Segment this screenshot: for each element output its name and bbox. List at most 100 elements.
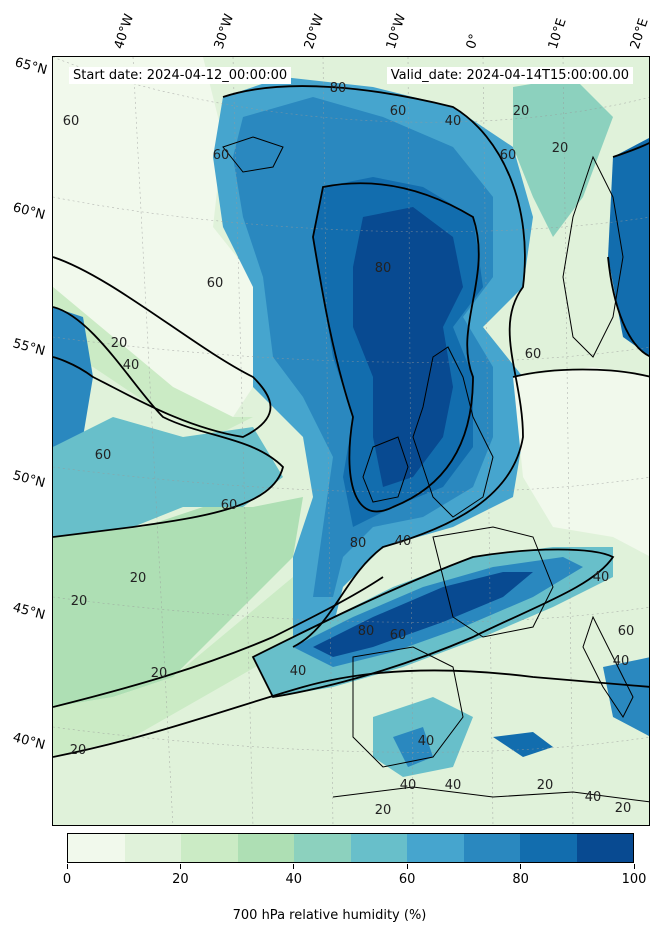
lat-label-40n: 40°N bbox=[11, 730, 47, 754]
contour-label: 80 bbox=[350, 536, 367, 551]
start-date-label: Start date: 2024-04-12_00:00:00 bbox=[69, 67, 292, 84]
lon-label-10w: 10°W bbox=[383, 12, 410, 51]
colorbar-tick-label: 20 bbox=[172, 872, 189, 887]
colorbar-segment bbox=[237, 834, 294, 862]
colorbar-label: 700 hPa relative humidity (%) bbox=[232, 908, 427, 923]
colorbar-segment bbox=[463, 834, 520, 862]
contour-line-streak bbox=[251, 548, 615, 698]
field-streak-core bbox=[313, 572, 533, 657]
contour-label: 20 bbox=[111, 336, 128, 351]
contour-label: 60 bbox=[63, 114, 80, 129]
contour-label: 20 bbox=[70, 743, 87, 758]
contour-label: 60 bbox=[500, 148, 517, 163]
colorbar-tick bbox=[520, 864, 522, 869]
colorbar-tick bbox=[293, 864, 295, 869]
contour-label: 80 bbox=[358, 624, 375, 639]
field-south-dry bbox=[53, 667, 649, 825]
contour-label: 60 bbox=[95, 448, 112, 463]
colorbar-segment bbox=[407, 834, 464, 862]
gridlines bbox=[53, 57, 649, 825]
contour-line-20-west bbox=[53, 256, 272, 438]
colorbar-tick bbox=[633, 864, 635, 869]
contour-label: 60 bbox=[390, 104, 407, 119]
coastline-iberia bbox=[352, 646, 464, 768]
lat-label-55n: 55°N bbox=[11, 336, 47, 360]
lat-label-65n: 65°N bbox=[13, 55, 49, 79]
valid-date-label: Valid_date: 2024-04-14T15:00:00.00 bbox=[386, 67, 633, 84]
field-ne-band bbox=[513, 77, 613, 237]
contour-label: 40 bbox=[585, 790, 602, 805]
coastline-france bbox=[432, 526, 554, 638]
contour-label: 40 bbox=[445, 114, 462, 129]
colorbar-segment bbox=[294, 834, 351, 862]
contour-label: 60 bbox=[525, 347, 542, 362]
contour-line-main-inner bbox=[312, 182, 480, 513]
contour-label: 60 bbox=[221, 498, 238, 513]
contour-line-east bbox=[512, 368, 649, 378]
lon-label-30w: 30°W bbox=[211, 12, 238, 51]
contour-label: 20 bbox=[375, 803, 392, 818]
coastline-british-isles bbox=[412, 346, 494, 518]
colorbar-segment bbox=[181, 834, 238, 862]
field-dry-west bbox=[53, 57, 253, 417]
colorbar-tick-label: 60 bbox=[398, 872, 416, 887]
colorbar-tick bbox=[66, 864, 68, 869]
colorbar bbox=[67, 833, 634, 863]
lon-label-10e: 10°E bbox=[545, 16, 570, 51]
field-mid-band bbox=[53, 497, 303, 707]
colorbar-tick bbox=[179, 864, 181, 869]
map-panel: 60 80 60 40 20 60 60 80 60 20 40 60 60 20 80 40 20 80 60 40… bbox=[52, 56, 650, 826]
lat-label-50n: 50°N bbox=[11, 468, 47, 492]
contour-label: 40 bbox=[290, 664, 307, 679]
field-se-patch-4 bbox=[603, 657, 649, 736]
colorbar-tick-label: 40 bbox=[285, 872, 303, 887]
contour-label: 80 bbox=[375, 261, 392, 276]
field-light-central bbox=[53, 557, 333, 757]
lon-label-20w: 20°W bbox=[301, 12, 328, 51]
contour-label: 60 bbox=[618, 624, 635, 639]
contour-line-main-outer bbox=[222, 85, 526, 648]
humidity-map: 60 80 60 40 20 60 60 80 60 20 40 60 60 20 80 40 20 80 60 40… bbox=[53, 57, 649, 825]
contour-label: 60 bbox=[390, 628, 407, 643]
contour-label: 20 bbox=[130, 571, 147, 586]
field-se-patch-2 bbox=[393, 727, 433, 767]
colorbar-segment bbox=[520, 834, 577, 862]
lon-label-0: 0° bbox=[463, 32, 483, 51]
contour-label: 40 bbox=[445, 778, 462, 793]
contour-label: 20 bbox=[552, 141, 569, 156]
contour-label: 20 bbox=[71, 594, 88, 609]
coastline-ireland bbox=[362, 436, 409, 503]
colorbar-segment bbox=[124, 834, 181, 862]
coastline-italy bbox=[582, 615, 634, 718]
contour-labels: 60 80 60 40 20 60 60 80 60 20 40 60 60 20 80 40 20 80 60 40… bbox=[63, 81, 635, 818]
contour-label: 80 bbox=[330, 81, 347, 96]
lat-label-45n: 45°N bbox=[11, 600, 47, 624]
contour-label: 20 bbox=[537, 778, 554, 793]
colorbar-segment bbox=[350, 834, 407, 862]
field-east-dry bbox=[513, 367, 649, 556]
colorbar-segment bbox=[576, 834, 633, 862]
lon-label-40w: 40°W bbox=[111, 12, 138, 51]
contour-label: 60 bbox=[213, 148, 230, 163]
contour-label: 40 bbox=[418, 734, 435, 749]
field-moist-west bbox=[53, 307, 93, 447]
colorbar-segment bbox=[68, 834, 125, 862]
contour-label: 40 bbox=[395, 534, 412, 549]
field-se-patch-3 bbox=[493, 732, 553, 757]
contour-line-40-south bbox=[53, 576, 384, 708]
field-moist-ne bbox=[608, 138, 649, 356]
contour-lines bbox=[53, 85, 649, 758]
colorbar-tick-label: 0 bbox=[62, 872, 72, 887]
contour-label: 20 bbox=[513, 104, 530, 119]
contour-label: 20 bbox=[615, 801, 632, 816]
contour-line-60-west bbox=[53, 306, 284, 538]
contour-label: 40 bbox=[123, 358, 140, 373]
colorbar-tick-label: 80 bbox=[512, 872, 529, 887]
colorbar-tick-label: 100 bbox=[621, 872, 647, 887]
contour-label: 20 bbox=[151, 666, 168, 681]
contour-label: 40 bbox=[613, 654, 630, 669]
lon-label-20e: 20°E bbox=[627, 16, 652, 51]
contour-label: 60 bbox=[207, 276, 224, 291]
coastline-scandinavia bbox=[562, 155, 624, 358]
contour-line-20-south bbox=[53, 669, 649, 758]
